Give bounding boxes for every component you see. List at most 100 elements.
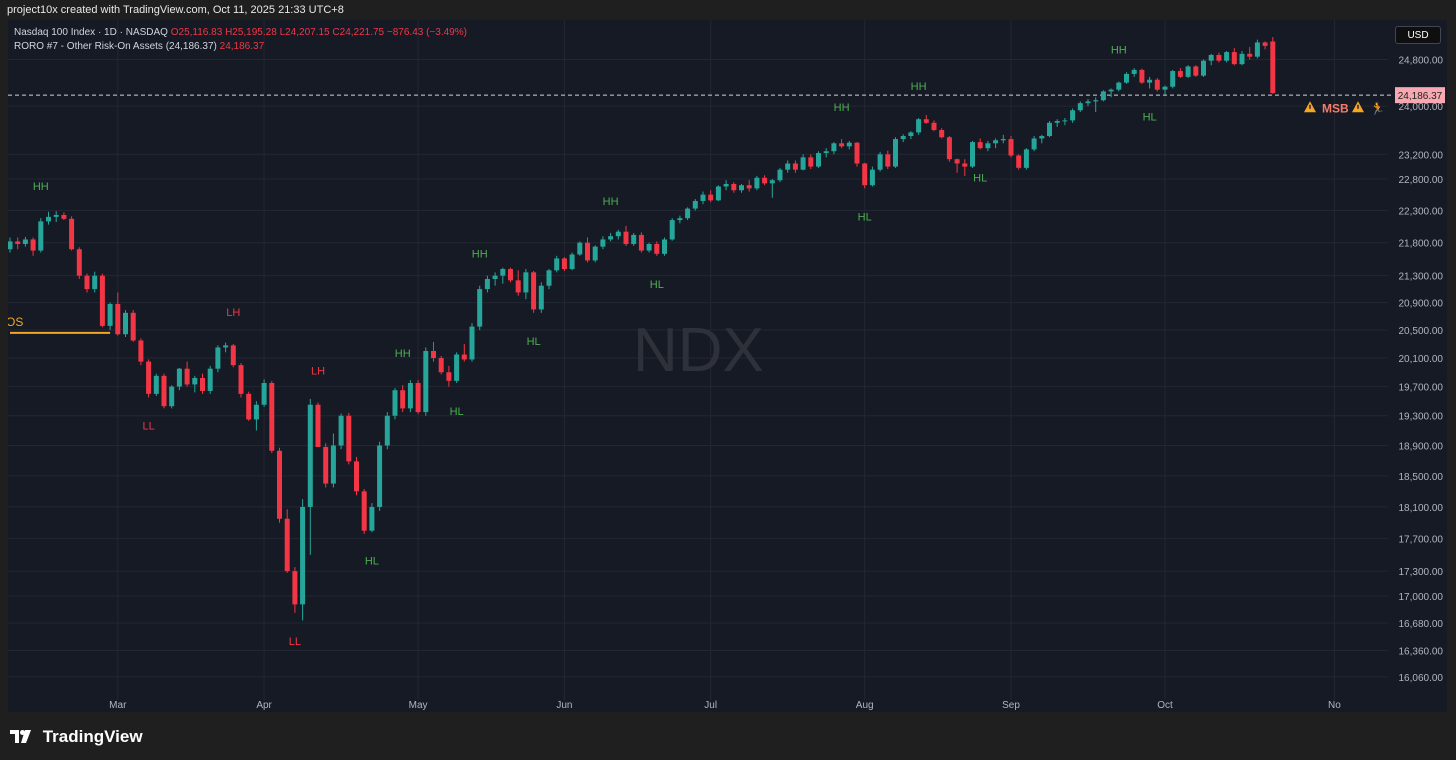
candle-down xyxy=(931,122,937,131)
candle-up xyxy=(330,445,336,484)
x-tick-label: Jul xyxy=(704,700,717,711)
candle-down xyxy=(138,340,144,362)
candle-up xyxy=(1108,89,1114,92)
candle-up xyxy=(384,415,390,446)
candle-down xyxy=(1177,71,1183,77)
candle-up xyxy=(22,239,28,245)
x-tick-label: Apr xyxy=(256,700,272,711)
candle-down xyxy=(954,159,960,164)
candle-down xyxy=(269,383,275,451)
candle-up xyxy=(846,142,852,147)
chart-panel[interactable]: 24,800.00 24,000.00 23,200.00 22,800.00 22,3… xyxy=(8,20,1447,712)
candle-down xyxy=(130,312,136,341)
candle-up xyxy=(1047,122,1052,137)
candle-down xyxy=(230,345,236,366)
swing-label-hh: HH xyxy=(33,181,49,193)
candle-up xyxy=(492,275,498,280)
candle-up xyxy=(993,140,999,144)
candle-up xyxy=(484,279,490,290)
candle-down xyxy=(731,183,737,191)
swing-label-hl: HL xyxy=(450,406,464,418)
candle-down xyxy=(461,354,467,360)
candle-down xyxy=(361,491,367,531)
y-tick-label: 23,200.00 xyxy=(1399,150,1444,161)
candle-up xyxy=(523,272,529,293)
candle-up xyxy=(338,415,344,446)
x-tick-label: May xyxy=(409,700,428,711)
candle-up xyxy=(669,220,675,240)
candle-down xyxy=(962,163,968,167)
candle-up xyxy=(392,390,398,416)
candle-down xyxy=(561,258,567,270)
legend-low: L24,207.15 xyxy=(279,27,330,38)
candle-down xyxy=(1216,54,1222,61)
footer-bar: TradingView xyxy=(0,712,1456,760)
swing-label-ll: LL xyxy=(142,420,154,432)
candle-down xyxy=(1262,42,1268,46)
swing-label-hl: HL xyxy=(973,172,987,184)
candle-up xyxy=(1201,60,1206,76)
candle-up xyxy=(1185,66,1191,77)
candle-up xyxy=(176,368,182,387)
candle-down xyxy=(346,415,352,462)
candle-down xyxy=(1231,52,1237,65)
candle-down xyxy=(69,218,75,250)
candle-down xyxy=(977,142,983,149)
legend-open: O25,116.83 xyxy=(170,27,223,38)
swing-label-hl: HL xyxy=(1143,111,1157,123)
candle-up xyxy=(1254,42,1260,57)
legend-indicator-name[interactable]: RORO #7 - Other Risk-On Assets (24,186.3… xyxy=(14,41,217,52)
candle-up xyxy=(1023,149,1029,168)
candle-up xyxy=(454,354,460,381)
candle-up xyxy=(739,185,744,191)
candle-down xyxy=(923,119,929,123)
candle-up xyxy=(1077,103,1083,111)
candle-up xyxy=(715,186,721,201)
candle-down xyxy=(623,231,629,245)
candle-up xyxy=(307,404,313,507)
candle-down xyxy=(839,143,845,147)
candle-up xyxy=(592,246,598,261)
y-tick-label: 21,800.00 xyxy=(1399,239,1444,250)
candle-up xyxy=(215,347,221,369)
candle-down xyxy=(431,350,436,359)
candle-down xyxy=(708,194,714,201)
legend-symbol[interactable]: Nasdaq 100 Index · 1D · NASDAQ xyxy=(14,27,168,38)
last-price-tag xyxy=(1395,87,1445,104)
y-tick-label: 18,900.00 xyxy=(1399,441,1444,452)
candle-down xyxy=(438,358,444,373)
candle-up xyxy=(1062,120,1068,122)
chart-legend: Nasdaq 100 Index · 1D · NASDAQ O25,116.8… xyxy=(14,26,467,54)
tradingview-brand[interactable]: TradingView xyxy=(10,727,143,748)
legend-change: −876.43 (−3.49%) xyxy=(386,27,467,38)
candle-up xyxy=(615,231,621,237)
swing-label-hh: HH xyxy=(603,196,619,208)
candlestick-chart[interactable]: 24,800.00 24,000.00 23,200.00 22,800.00 22,3… xyxy=(8,20,1447,712)
y-tick-label: 22,300.00 xyxy=(1399,206,1444,217)
plot-background xyxy=(8,20,1447,712)
candle-up xyxy=(900,136,906,140)
candle-up xyxy=(1124,73,1129,83)
candle-up xyxy=(685,208,691,219)
swing-label-lh: LH xyxy=(311,366,325,378)
candle-up xyxy=(1085,101,1091,104)
candle-up xyxy=(554,258,560,271)
candle-up xyxy=(92,275,98,290)
swing-label-ll: LL xyxy=(289,636,301,648)
candle-up xyxy=(500,269,506,276)
candle-up xyxy=(769,180,775,184)
candle-up xyxy=(1224,52,1230,61)
candle-up xyxy=(569,254,575,270)
currency-button[interactable]: USD xyxy=(1395,26,1441,44)
legend-close: C24,221.75 xyxy=(332,27,385,38)
candle-down xyxy=(792,163,798,170)
candle-up xyxy=(1070,110,1076,121)
legend-indicator-line: RORO #7 - Other Risk-On Assets (24,186.3… xyxy=(14,40,467,54)
y-tick-label: 17,700.00 xyxy=(1399,535,1444,546)
candle-up xyxy=(646,244,652,251)
candle-down xyxy=(161,375,167,407)
candle-up xyxy=(816,153,821,167)
x-tick-label: Oct xyxy=(1157,700,1173,711)
candle-down xyxy=(508,269,513,281)
candle-up xyxy=(831,143,837,152)
